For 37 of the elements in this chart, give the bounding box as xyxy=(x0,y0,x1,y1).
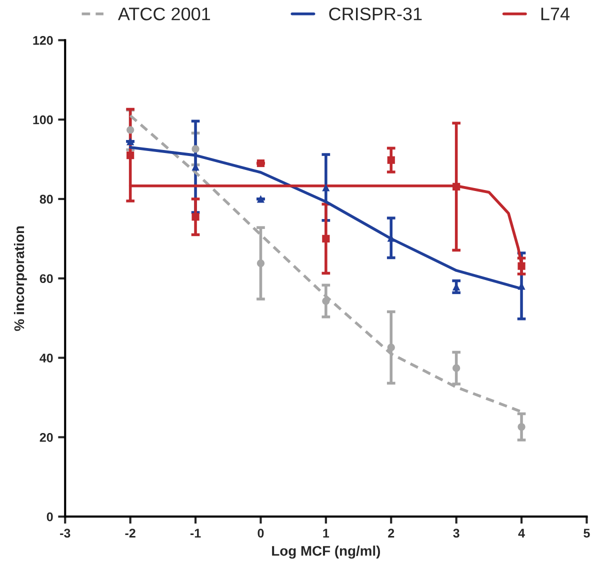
y-tick-label: 20 xyxy=(40,432,53,442)
x-tick-label: -2 xyxy=(125,528,136,538)
x-tick-label: 1 xyxy=(323,528,330,538)
x-tick-label: -1 xyxy=(190,528,201,538)
y-axis-title: % incorporation xyxy=(14,226,27,331)
point xyxy=(322,234,330,242)
point xyxy=(256,260,265,268)
point xyxy=(387,156,395,164)
point xyxy=(126,152,134,160)
x-tick-label: 0 xyxy=(258,528,264,538)
legend-label: L74 xyxy=(541,8,570,20)
x-tick-label: 4 xyxy=(518,528,525,538)
point xyxy=(518,423,526,431)
point xyxy=(256,195,265,203)
y-tick-label: 0 xyxy=(46,512,53,522)
point xyxy=(322,184,330,192)
point xyxy=(192,145,200,153)
point xyxy=(322,297,330,305)
x-tick-label: -3 xyxy=(60,528,70,538)
y-tick-label: 40 xyxy=(40,354,53,362)
point xyxy=(126,138,134,146)
legend-label: ATCC 2001 xyxy=(118,8,210,20)
y-tick-label: 80 xyxy=(40,194,53,204)
legend-label: CRISPR-31 xyxy=(329,8,422,20)
point xyxy=(256,159,265,168)
x-axis-title: Log MCF (ng/ml) xyxy=(272,546,380,559)
x-tick-label: 5 xyxy=(584,528,590,538)
point xyxy=(126,126,134,134)
x-tick-label: 3 xyxy=(453,528,460,538)
point xyxy=(518,262,526,270)
y-tick-label: 100 xyxy=(33,115,53,124)
y-tick-label: 120 xyxy=(33,36,53,45)
point xyxy=(452,182,460,190)
point xyxy=(452,364,460,372)
x-tick-label: 2 xyxy=(388,528,394,538)
y-tick-label: 60 xyxy=(40,274,53,284)
point xyxy=(387,344,395,352)
